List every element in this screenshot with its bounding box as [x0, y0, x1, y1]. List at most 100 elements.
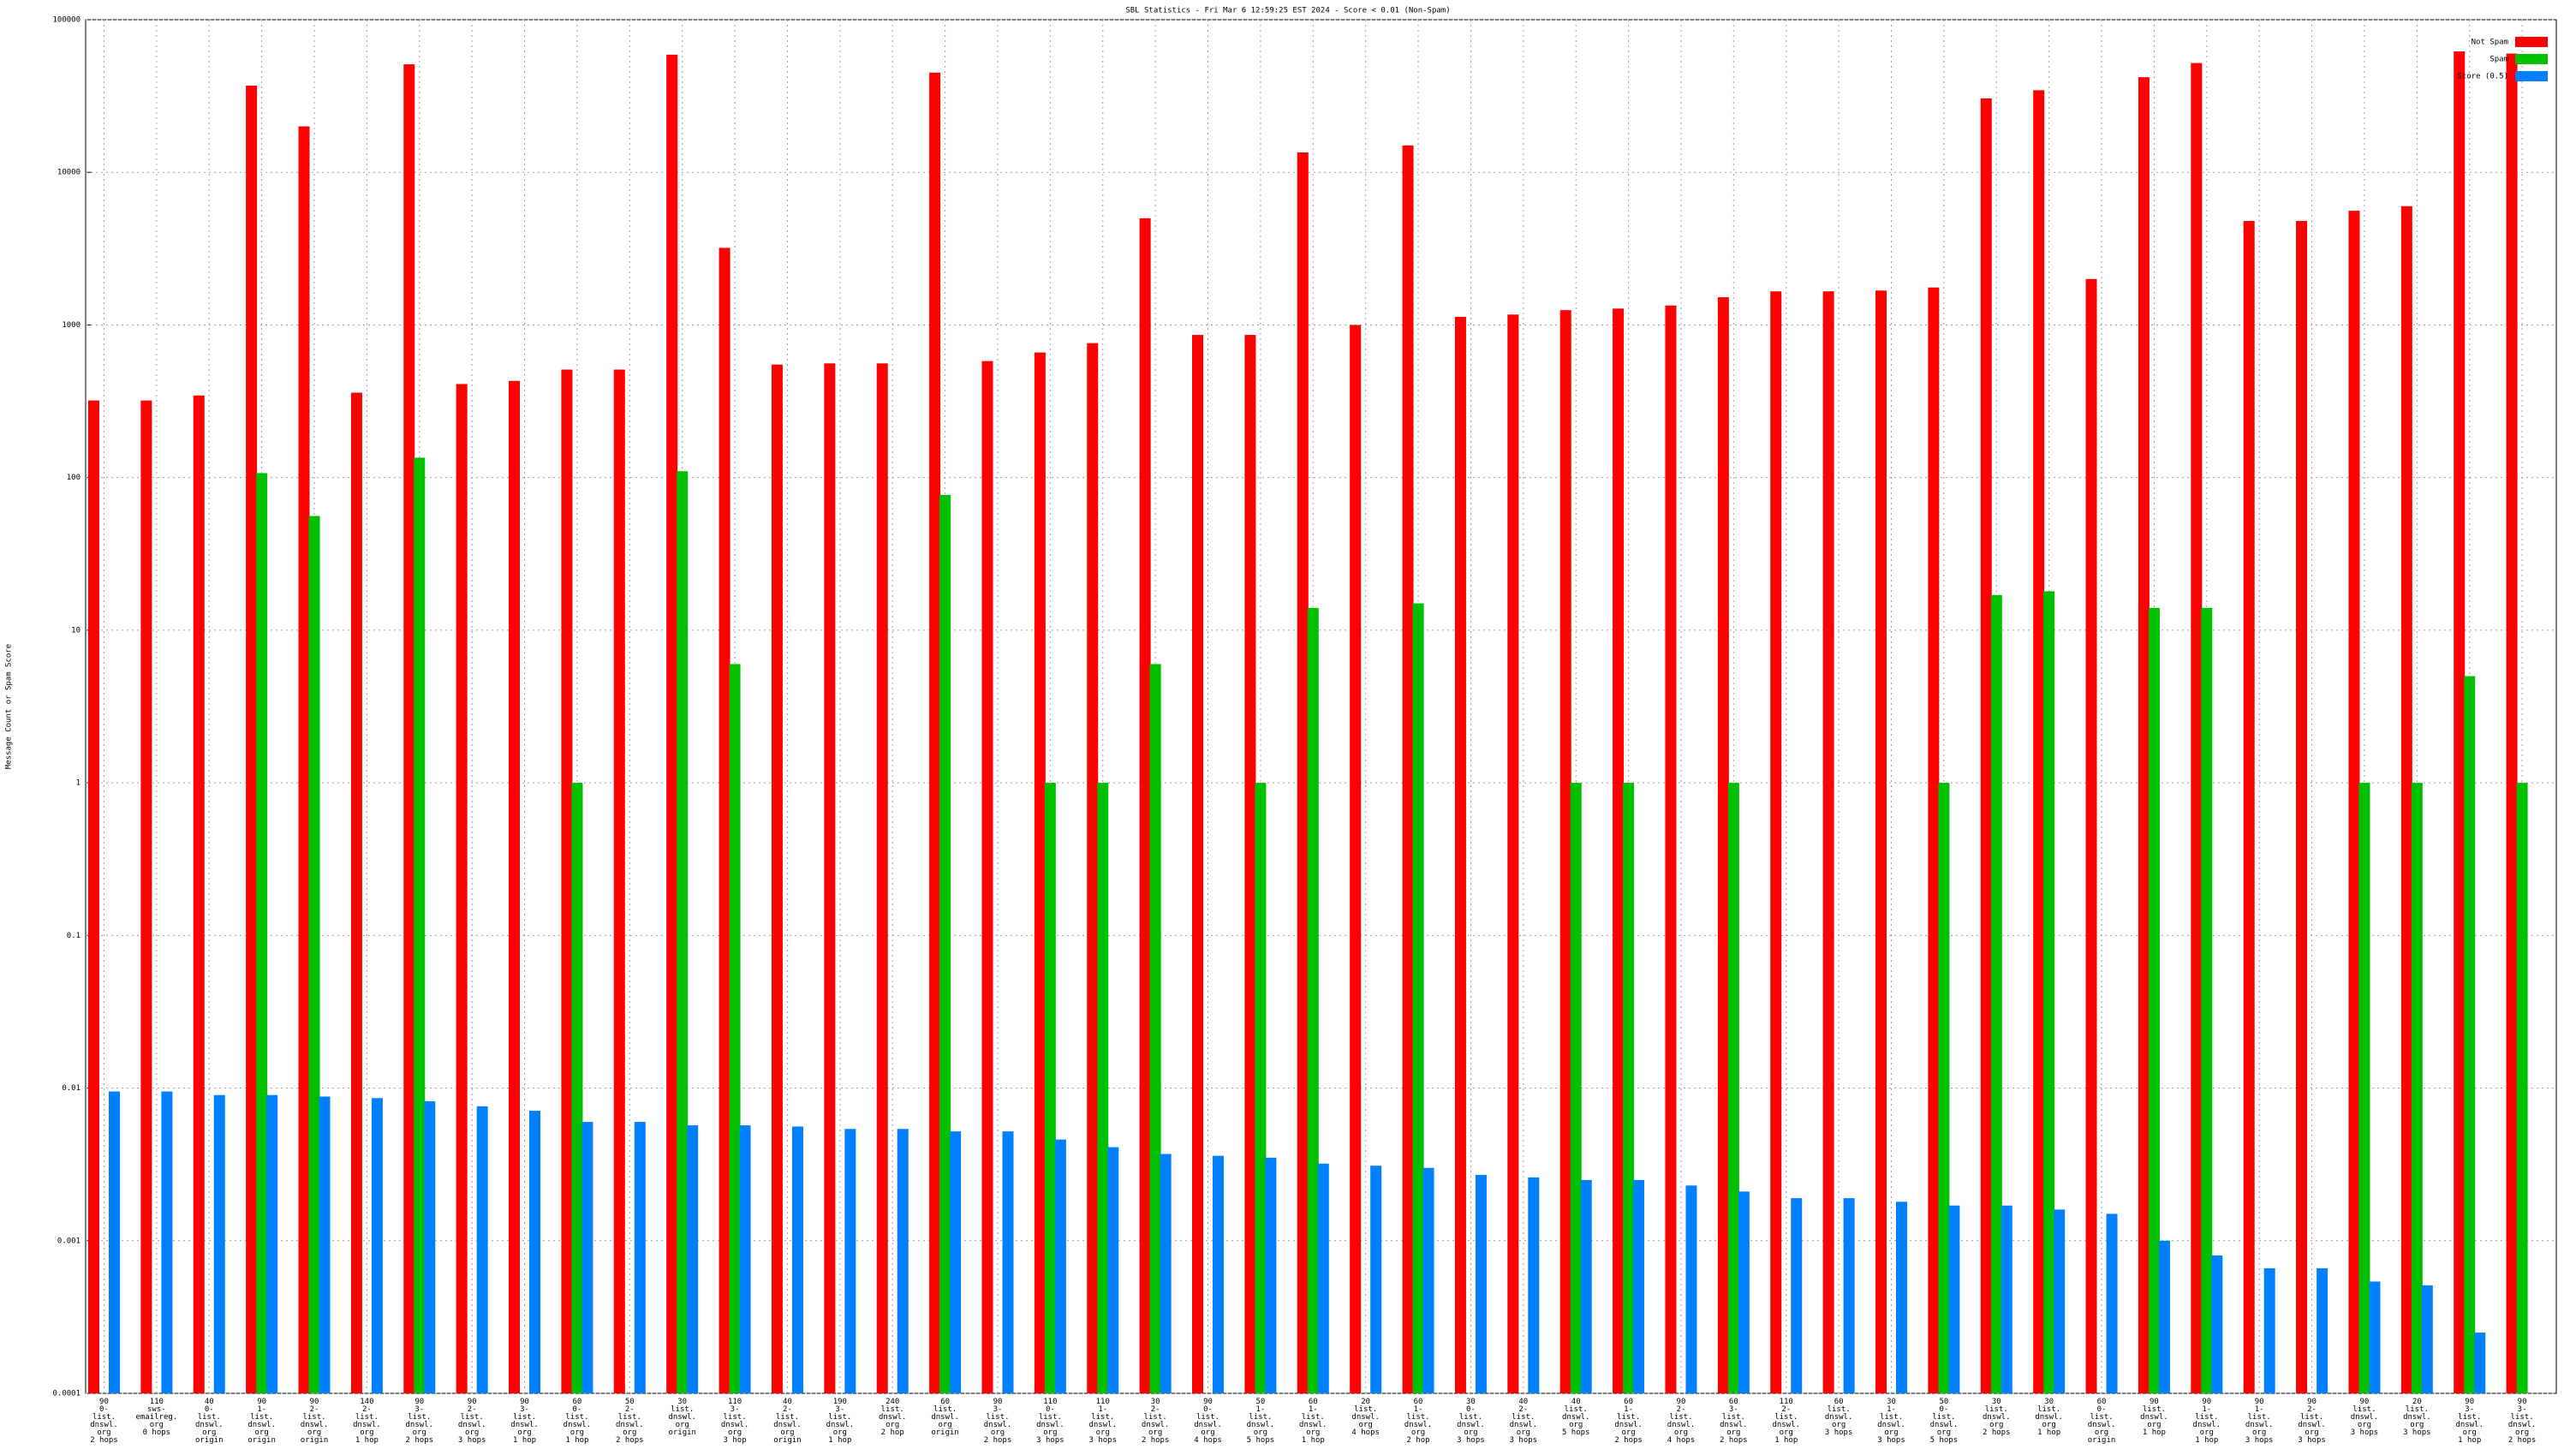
x-tick-label-line: 3-: [520, 1405, 529, 1414]
x-tick-label-line: list.: [1512, 1413, 1535, 1422]
bar: [1422, 1167, 1434, 1393]
bar: [1928, 287, 1940, 1394]
x-tick-label-line: 1-: [2202, 1405, 2211, 1414]
x-tick-label-line: 2 hops: [1720, 1436, 1748, 1445]
x-tick-label: 90 3-list. dnswl. org 2 hops: [984, 1398, 1012, 1445]
bar: [1087, 343, 1099, 1394]
x-tick-label-line: dnswl.: [406, 1421, 434, 1429]
x-tick-label-line: 1 hop: [565, 1436, 588, 1445]
x-tick-label: 60 1-list. dnswl. org 2 hops: [1614, 1398, 1643, 1445]
x-tick-label-line: 30: [1887, 1398, 1896, 1406]
x-tick-label-line: 3-: [993, 1405, 1003, 1414]
x-tick-label: 40 2-list. dnswl. org 3 hops: [1510, 1398, 1538, 1445]
x-tick-label-line: list.: [2037, 1405, 2060, 1414]
y-tick-label: 100: [67, 474, 80, 482]
x-tick-label-line: origin: [247, 1436, 276, 1445]
bar: [613, 369, 625, 1393]
bar: [939, 494, 951, 1394]
x-tick-label-line: 1 hop: [828, 1436, 851, 1445]
x-tick-label: 60 0-list. dnswl. org 1 hop: [564, 1398, 592, 1445]
bar: [2085, 278, 2097, 1394]
bar: [1054, 1139, 1066, 1393]
x-tick-label-line: list.: [513, 1413, 536, 1422]
x-tick-label: 90 2-list. dnswl. org 4 hops: [1667, 1398, 1696, 1445]
bar: [771, 364, 783, 1394]
bar: [1770, 291, 1782, 1393]
y-tick-label: 0.1: [67, 932, 80, 940]
x-tick-label: 60 list. dnswl. org 3 hops: [1825, 1398, 1853, 1437]
x-tick-label-line: dnswl.: [773, 1421, 802, 1429]
x-tick-label-line: 90: [414, 1398, 424, 1406]
x-tick-label-line: 1-: [1255, 1405, 1265, 1414]
bar: [1034, 352, 1046, 1393]
bar: [677, 471, 689, 1393]
x-tick-label-line: dnswl.: [195, 1421, 224, 1429]
x-tick-label-line: 1-: [1098, 1405, 1107, 1414]
x-tick-label: 50 0-list. dnswl. org 5 hops: [1930, 1398, 1959, 1445]
bar: [1623, 783, 1635, 1393]
x-tick-label-line: 90: [993, 1398, 1003, 1406]
bar: [581, 1122, 593, 1393]
x-tick-label-line: 50: [1255, 1398, 1265, 1406]
x-tick-label-line: 1-: [257, 1405, 266, 1414]
bar: [371, 1098, 383, 1393]
x-tick-label-line: list.: [92, 1413, 116, 1422]
x-tick-label-line: 3 hops: [1825, 1428, 1853, 1437]
bar: [1097, 783, 1109, 1393]
x-tick-label-line: list.: [1617, 1413, 1640, 1422]
x-tick-label-line: list.: [1039, 1413, 1062, 1422]
x-tick-label-line: 2-: [310, 1405, 319, 1414]
bar: [2411, 783, 2423, 1393]
x-tick-label-line: dnswl.: [2088, 1421, 2116, 1429]
x-tick-label: 140 2-list. dnswl. org 1 hop: [353, 1398, 381, 1445]
x-tick-label-line: org: [465, 1428, 479, 1437]
x-tick-label-line: list.: [2143, 1405, 2166, 1414]
x-tick-label-line: org: [1201, 1428, 1214, 1437]
bar: [213, 1094, 225, 1393]
x-tick-label-line: 1 hop: [513, 1436, 536, 1445]
bar: [1307, 607, 1319, 1393]
x-tick-label-line: 90: [2202, 1398, 2211, 1406]
x-tick-label-line: dnswl.: [1983, 1413, 2011, 1422]
x-tick-label-line: 140: [360, 1398, 373, 1406]
x-tick-label-line: dnswl.: [984, 1421, 1012, 1429]
x-tick-label-line: 90: [2360, 1398, 2370, 1406]
x-tick-label-line: list.: [250, 1413, 273, 1422]
x-tick-label: 90 3-list. dnswl. org 2 hops: [2508, 1398, 2537, 1445]
x-tick-label-line: org: [1517, 1428, 1530, 1437]
x-tick-label-line: org: [97, 1428, 110, 1437]
x-tick-label-line: dnswl.: [1299, 1421, 1327, 1429]
bar: [1875, 290, 1887, 1394]
x-tick-label-line: 2 hops: [1614, 1436, 1643, 1445]
x-tick-label-line: 2 hops: [1142, 1436, 1170, 1445]
bar: [2454, 51, 2466, 1394]
bar: [1244, 335, 1256, 1393]
bar: [2138, 77, 2150, 1393]
x-tick-label-line: org: [1464, 1428, 1477, 1437]
x-tick-label-line: org: [2252, 1428, 2266, 1437]
x-tick-label-line: 1-: [1887, 1405, 1896, 1414]
bar: [1580, 1179, 1592, 1393]
x-tick-label-line: 3-: [1729, 1405, 1738, 1414]
bar: [1843, 1198, 1855, 1393]
x-tick-label-line: list.: [618, 1413, 641, 1422]
x-tick-label-line: list.: [302, 1413, 325, 1422]
bar: [1717, 297, 1729, 1393]
bar: [161, 1091, 173, 1393]
x-tick-label-line: 110: [1043, 1398, 1057, 1406]
x-tick-label-line: list.: [2248, 1413, 2271, 1422]
x-tick-label-line: 2-: [1781, 1405, 1791, 1414]
x-tick-label-line: 90: [257, 1398, 266, 1406]
bar: [1665, 305, 1677, 1394]
x-tick-label: 110 1-list. dnswl. org 3 hops: [1089, 1398, 1118, 1445]
x-tick-label-line: dnswl.: [1877, 1421, 1905, 1429]
x-tick-label-line: list.: [1091, 1413, 1114, 1422]
x-tick-label-line: dnswl.: [458, 1421, 486, 1429]
bar: [140, 400, 152, 1394]
x-tick-label-line: 0 hops: [143, 1428, 171, 1437]
x-tick-label-line: origin: [668, 1428, 696, 1437]
x-tick-label-line: dnswl.: [564, 1421, 592, 1429]
x-tick-label-line: org: [1359, 1421, 1373, 1429]
x-tick-label-line: org: [2463, 1428, 2477, 1437]
bar: [2243, 221, 2255, 1393]
